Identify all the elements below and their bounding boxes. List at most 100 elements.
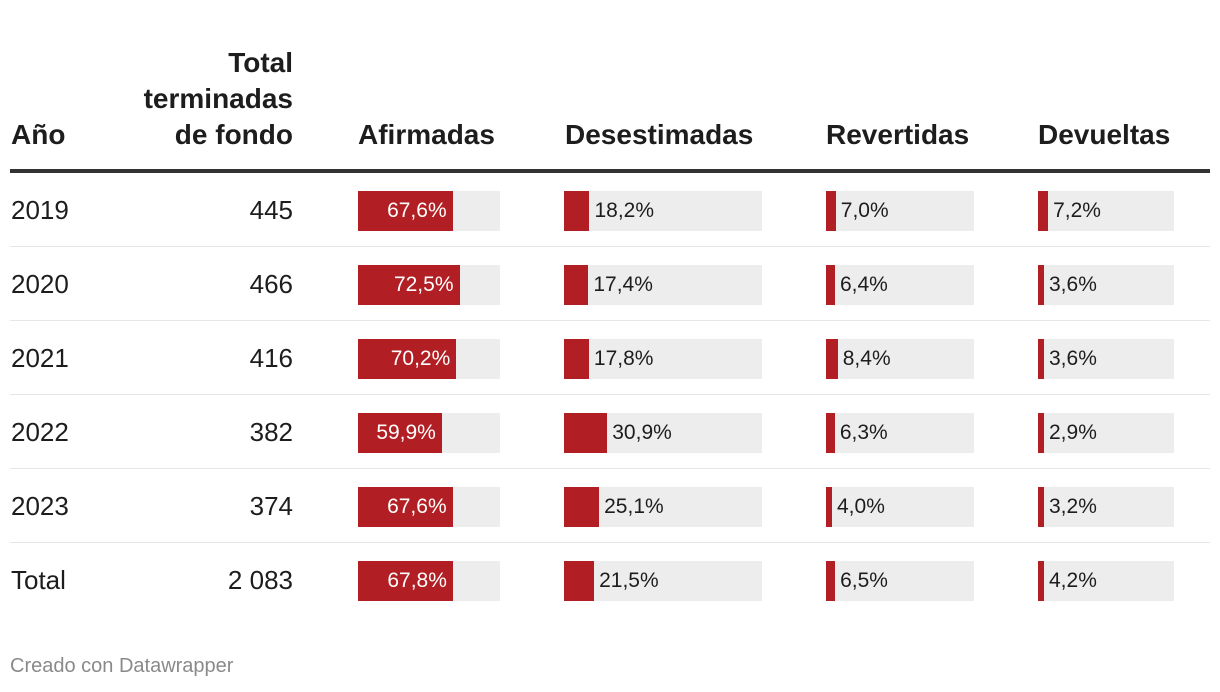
- row-divider: [10, 542, 1210, 543]
- column-header-year: Año: [11, 119, 66, 150]
- bar-devueltas: [1038, 487, 1044, 527]
- bar-revertidas: [826, 339, 838, 379]
- bar-track-revertidas: 6,5%: [826, 561, 974, 601]
- bar-track-revertidas: 8,4%: [826, 339, 974, 379]
- bar-afirmadas: [358, 413, 442, 453]
- bar-track-devueltas: 3,6%: [1038, 265, 1174, 305]
- table-row: 2021 416 70,2% 17,8% 8,4% 3,6%: [10, 321, 1210, 395]
- bar-value-label-revertidas: 6,3%: [839, 421, 888, 444]
- column-header-devueltas: Devueltas: [1038, 119, 1171, 150]
- bar-track-afirmadas: 67,6%: [358, 191, 500, 231]
- row-year-label: 2023: [11, 491, 69, 521]
- bar-track-desestimadas: 18,2%: [564, 191, 762, 231]
- bar-track-devueltas: 4,2%: [1038, 561, 1174, 601]
- table-row: 2019 445 67,6% 18,2% 7,0% 7,2%: [10, 173, 1210, 247]
- bar-track-afirmadas: 70,2%: [358, 339, 500, 379]
- bar-revertidas: [826, 191, 836, 231]
- row-divider: [10, 246, 1210, 247]
- bar-value-label-revertidas: 8,4%: [842, 347, 891, 370]
- bar-afirmadas: [358, 487, 453, 527]
- bar-track-afirmadas: 59,9%: [358, 413, 500, 453]
- column-header-total-line-3: de fondo: [174, 119, 293, 150]
- bar-revertidas: [826, 487, 832, 527]
- bar-track-afirmadas: 67,8%: [358, 561, 500, 601]
- bar-devueltas: [1038, 413, 1044, 453]
- row-total-value: 374: [249, 491, 293, 521]
- bar-value-label-revertidas: 4,0%: [837, 495, 885, 518]
- bar-track-devueltas: 2,9%: [1038, 413, 1174, 453]
- bar-track-afirmadas: 67,6%: [358, 487, 500, 527]
- bar-track-desestimadas: 25,1%: [564, 487, 762, 527]
- table-row: 2022 382 59,9% 30,9% 6,3% 2,9%: [10, 395, 1210, 469]
- bar-value-label-revertidas: 7,0%: [840, 199, 889, 222]
- bar-desestimadas: [564, 191, 590, 231]
- row-year-label: 2019: [11, 195, 69, 225]
- bar-value-label-devueltas: 3,6%: [1049, 273, 1097, 296]
- bar-value-label-afirmadas: 72,5%: [393, 273, 454, 296]
- bar-devueltas: [1038, 561, 1044, 601]
- bar-devueltas: [1038, 265, 1044, 305]
- bar-afirmadas: [358, 561, 453, 601]
- column-header-afirmadas: Afirmadas: [358, 119, 495, 150]
- column-header-revertidas: Revertidas: [826, 119, 970, 150]
- row-total-value: 416: [249, 343, 293, 373]
- bar-desestimadas: [564, 487, 600, 527]
- bar-track-afirmadas: 72,5%: [358, 265, 500, 305]
- bar-value-label-desestimadas: 21,5%: [599, 569, 659, 592]
- bar-track-desestimadas: 17,4%: [564, 265, 762, 305]
- row-total-value: 466: [249, 269, 293, 299]
- bar-value-label-afirmadas: 67,8%: [387, 569, 447, 592]
- bar-value-label-desestimadas: 17,8%: [593, 347, 654, 370]
- bar-value-label-devueltas: 4,2%: [1049, 569, 1097, 592]
- bar-revertidas: [826, 265, 835, 305]
- bar-value-label-afirmadas: 67,6%: [387, 495, 447, 518]
- bar-value-label-afirmadas: 70,2%: [390, 347, 451, 370]
- row-divider: [10, 468, 1210, 469]
- bar-track-desestimadas: 17,8%: [564, 339, 762, 379]
- bar-track-desestimadas: 21,5%: [564, 561, 762, 601]
- row-year-label: 2022: [11, 417, 69, 447]
- bar-track-revertidas: 7,0%: [826, 191, 974, 231]
- bar-track-desestimadas: 30,9%: [564, 413, 762, 453]
- bar-afirmadas: [358, 191, 453, 231]
- column-header-total: Total terminadas de fondo: [120, 45, 293, 153]
- bar-afirmadas: [358, 339, 457, 379]
- row-divider: [10, 394, 1210, 395]
- bar-desestimadas: [564, 413, 608, 453]
- column-header-total-line-1: Total: [228, 47, 293, 78]
- bar-value-label-revertidas: 6,4%: [839, 273, 888, 296]
- bar-track-revertidas: 6,4%: [826, 265, 974, 305]
- row-year-label: Total: [11, 565, 66, 595]
- bar-value-label-desestimadas: 30,9%: [612, 421, 672, 444]
- row-total-value: 382: [249, 417, 293, 447]
- bar-track-devueltas: 7,2%: [1038, 191, 1174, 231]
- bar-value-label-desestimadas: 17,4%: [593, 273, 653, 296]
- row-year-label: 2020: [11, 269, 69, 299]
- row-total-value: 2 083: [227, 565, 293, 595]
- bar-revertidas: [826, 413, 835, 453]
- bar-value-label-afirmadas: 59,9%: [376, 421, 436, 444]
- column-header-desestimadas: Desestimadas: [565, 119, 754, 150]
- header-divider: [10, 169, 1210, 173]
- bar-value-label-devueltas: 2,9%: [1049, 421, 1097, 444]
- bar-value-label-afirmadas: 67,6%: [387, 199, 447, 222]
- bar-devueltas: [1038, 191, 1049, 231]
- bar-desestimadas: [564, 265, 589, 305]
- row-year-label: 2021: [11, 343, 69, 373]
- bar-value-label-devueltas: 3,2%: [1049, 495, 1097, 518]
- bar-value-label-revertidas: 6,5%: [840, 569, 888, 592]
- bar-afirmadas: [358, 265, 460, 305]
- table-row: 2023 374 67,6% 25,1% 4,0% 3,2%: [10, 469, 1210, 543]
- row-total-value: 445: [249, 195, 293, 225]
- bar-revertidas: [826, 561, 836, 601]
- bar-track-devueltas: 3,6%: [1038, 339, 1174, 379]
- bar-track-revertidas: 6,3%: [826, 413, 974, 453]
- bar-value-label-desestimadas: 25,1%: [604, 495, 664, 518]
- footer-credit: Creado con Datawrapper: [10, 655, 234, 677]
- row-divider: [10, 320, 1210, 321]
- bar-desestimadas: [564, 339, 589, 379]
- bar-value-label-devueltas: 7,2%: [1053, 199, 1101, 222]
- bar-desestimadas: [564, 561, 595, 601]
- column-header-total-line-2: terminadas: [143, 83, 293, 114]
- bar-devueltas: [1038, 339, 1044, 379]
